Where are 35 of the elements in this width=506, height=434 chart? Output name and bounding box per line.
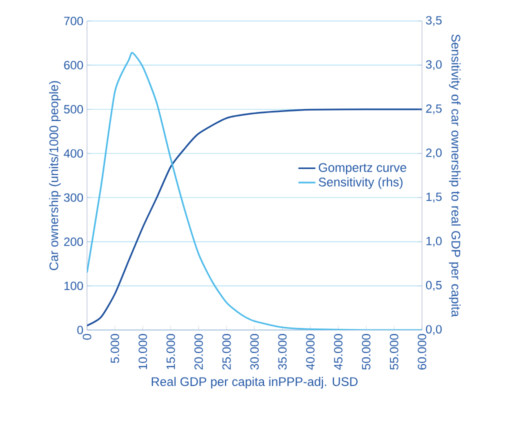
y-tick-label: 500: [64, 105, 84, 114]
y2-axis-title: Sensitivity of car ownership to real GDP per capita: [448, 34, 461, 317]
x-tick-label: 55.000: [390, 334, 398, 370]
y-tick-label: 200: [64, 237, 84, 246]
x-tick-label: 40.000: [306, 334, 315, 370]
y2-tick-label: 2,5: [426, 104, 442, 114]
y2-tick-label: 0,5: [426, 280, 442, 291]
x-tick-label: 45.000: [334, 334, 342, 370]
y2-tick-label: 1,5: [426, 192, 442, 202]
x-tick-label: 60.000: [418, 334, 426, 370]
x-axis-title: Real GDP per capita inPPP-adj. USD: [152, 376, 358, 389]
y2-tick-label: 3,5: [426, 16, 442, 26]
y-tick-label: 300: [64, 193, 84, 202]
x-tick-label: 0: [82, 334, 92, 340]
x-tick-label: 25.000: [222, 334, 231, 370]
y-tick-label: 400: [64, 149, 84, 158]
x-tick-label: 30.000: [250, 334, 259, 370]
y2-tick-label: 0,0: [426, 325, 442, 335]
x-tick-label: 15.000: [166, 334, 175, 370]
y-tick-label: 0: [77, 326, 84, 334]
y-axis-title: Car ownership (units/1000 people): [49, 81, 61, 270]
x-tick-label: 50.000: [362, 334, 370, 370]
y-tick-label: 700: [64, 16, 84, 26]
x-tick-label: 35.000: [278, 334, 287, 370]
x-tick-label: 10.000: [138, 334, 148, 370]
legend-label: Gompertz curve: [318, 163, 406, 174]
y2-tick-label: 3,0: [426, 60, 442, 70]
x-tick-label: 20.000: [194, 334, 203, 370]
y2-tick-label: 1,0: [426, 236, 442, 247]
y2-tick-label: 2,0: [426, 148, 442, 158]
x-tick-label: 5.000: [110, 334, 120, 363]
legend-label: Sensitivity (rhs): [318, 177, 403, 189]
y-tick-label: 600: [64, 60, 84, 70]
line-series: [87, 108, 422, 326]
y-tick-label: 100: [64, 282, 84, 290]
